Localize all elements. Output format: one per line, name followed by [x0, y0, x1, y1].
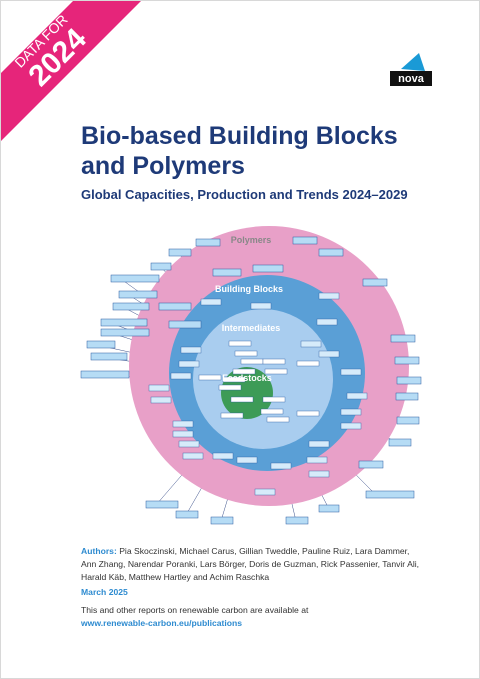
authors-names: Pia Skoczinski, Michael Carus, Gillian T… [81, 546, 420, 582]
label-box [236, 456, 258, 464]
label-box [182, 452, 204, 460]
label-box [175, 510, 199, 519]
label-box [180, 346, 202, 354]
label-box [262, 358, 286, 365]
label-box [306, 456, 328, 464]
label-box [296, 410, 320, 417]
label-box [346, 392, 368, 400]
label-box [90, 352, 128, 361]
label-box [158, 302, 192, 311]
label-box [178, 440, 200, 448]
label-box [340, 368, 362, 376]
label-box [318, 350, 340, 358]
label-box [240, 358, 264, 365]
availability-text: This and other reports on renewable carb… [81, 605, 309, 615]
label-box [252, 264, 284, 273]
label-box [318, 292, 340, 300]
label-box [308, 470, 330, 478]
logo-text: nova [398, 73, 425, 85]
label-box [172, 420, 194, 428]
label-box [118, 290, 158, 299]
label-box [110, 274, 160, 283]
label-box [228, 340, 252, 347]
date: March 2025 [81, 587, 128, 597]
label-box [260, 408, 284, 415]
label-box [112, 302, 150, 311]
label-box [358, 460, 384, 469]
ring-label: Feedstocks [222, 373, 272, 383]
label-box [300, 340, 322, 348]
label-box [172, 430, 194, 438]
label-box [292, 236, 318, 245]
label-box [270, 462, 292, 470]
label-box [296, 360, 320, 367]
subtitle: Global Capacities, Production and Trends… [81, 187, 408, 202]
label-box [218, 384, 242, 391]
label-box [150, 396, 172, 404]
ring-label: Polymers [231, 235, 272, 245]
label-box [230, 396, 254, 403]
authors-label: Authors: [81, 546, 117, 556]
label-box [150, 262, 172, 271]
label-box [388, 438, 412, 447]
label-box [80, 370, 130, 379]
label-box [396, 416, 420, 425]
title-line: and Polymers [81, 152, 245, 180]
ring-label: Intermediates [222, 323, 281, 333]
label-box [220, 412, 244, 419]
label-box [212, 452, 234, 460]
label-box [365, 490, 415, 499]
label-box [394, 356, 420, 365]
logo-shape [401, 53, 425, 71]
label-box [195, 238, 221, 247]
label-box [266, 416, 290, 423]
label-box [340, 422, 362, 430]
label-box [285, 516, 309, 525]
label-box [340, 408, 362, 416]
label-box [232, 368, 256, 375]
label-box [198, 374, 222, 381]
title: Bio-based Building Blocks and Polymers [81, 121, 398, 181]
label-box [210, 516, 234, 525]
label-box [168, 248, 192, 257]
label-box [362, 278, 388, 287]
label-box [264, 368, 288, 375]
label-box [148, 384, 170, 392]
label-box [390, 334, 416, 343]
label-box [200, 298, 222, 306]
label-box [86, 340, 116, 349]
label-box [254, 488, 276, 496]
title-line: Bio-based Building Blocks [81, 122, 398, 150]
label-box [222, 376, 246, 383]
label-box [178, 360, 200, 368]
label-box [145, 500, 179, 509]
authors: Authors: Pia Skoczinski, Michael Carus, … [81, 545, 421, 584]
label-box [318, 248, 344, 257]
url: www.renewable-carbon.eu/publications [81, 618, 243, 628]
label-box [234, 350, 258, 357]
label-box [250, 302, 272, 310]
label-box [100, 328, 150, 337]
ribbon [1, 1, 141, 141]
label-box [168, 320, 202, 329]
logo-box [390, 71, 432, 86]
label-box [395, 392, 419, 401]
label-box [170, 372, 192, 380]
label-box [396, 376, 422, 385]
diagram-boxes [80, 236, 422, 525]
diagram: Polymers Building Blocks Intermediates F… [80, 226, 422, 525]
label-box [100, 318, 148, 327]
label-box [262, 396, 286, 403]
label-box [212, 268, 242, 277]
label-box [308, 440, 330, 448]
ring-label: Building Blocks [215, 284, 283, 294]
label-box [316, 318, 338, 326]
label-box [318, 504, 340, 513]
